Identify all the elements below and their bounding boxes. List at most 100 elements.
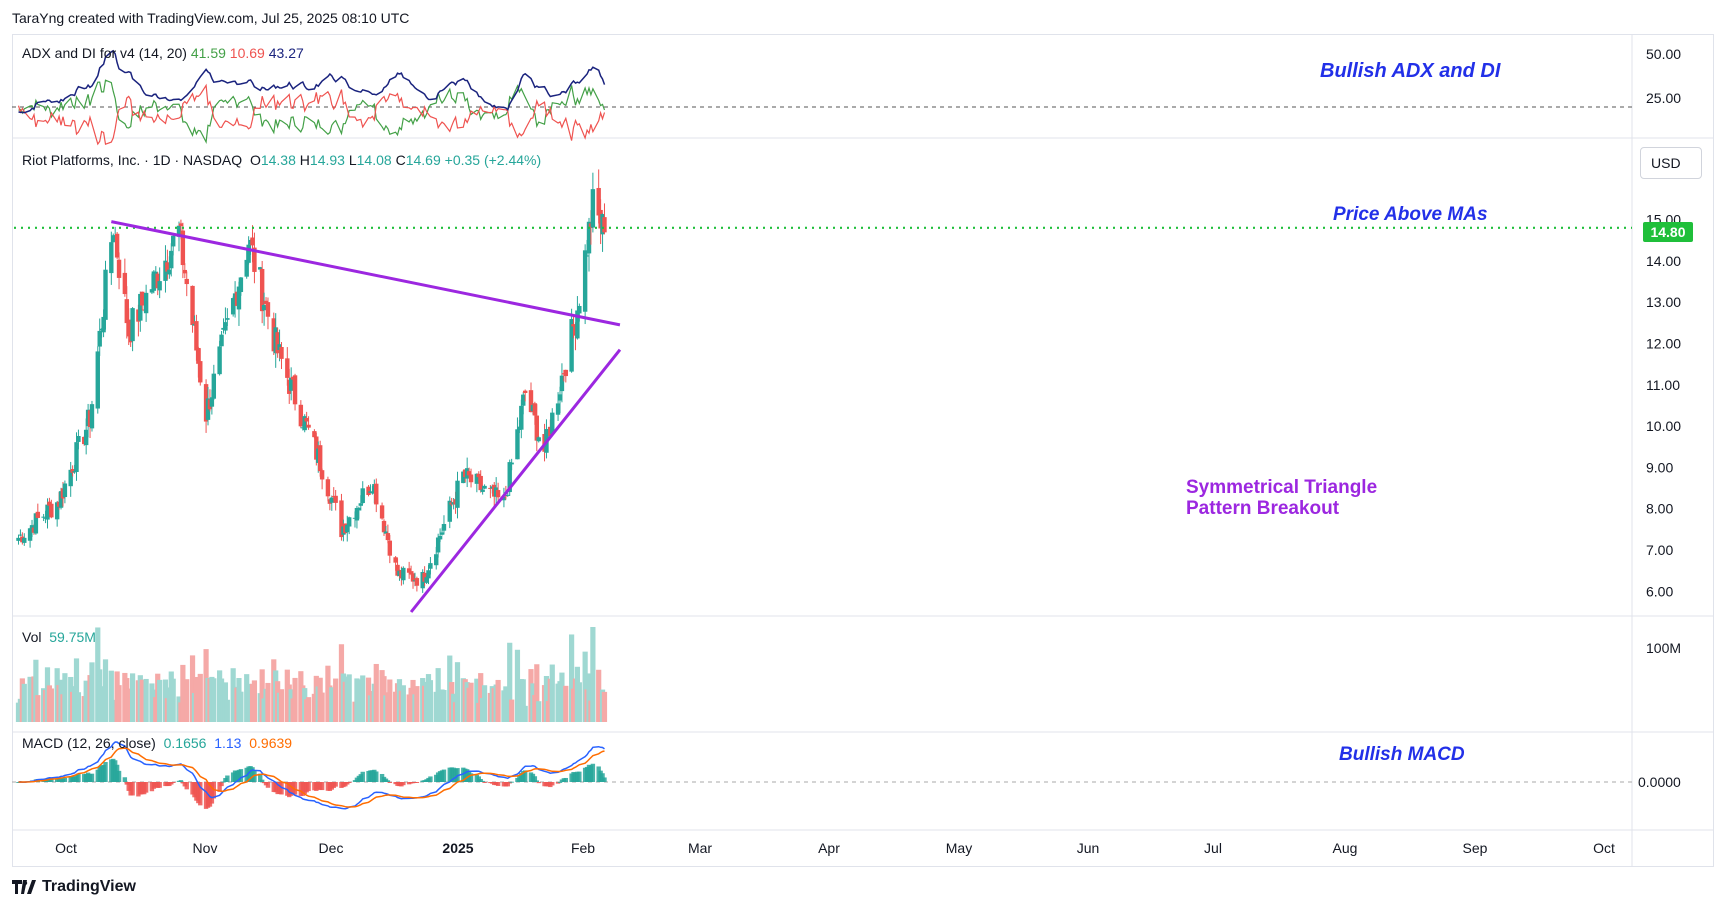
macd-hist-bar [130, 782, 135, 796]
volume-bar [481, 685, 488, 722]
price-axis-label: 9.00 [1646, 459, 1673, 475]
candle-body [507, 462, 512, 493]
candle-body [522, 390, 528, 393]
volume-bar [157, 679, 163, 722]
candle-body [461, 471, 466, 484]
di-minus-line [17, 83, 606, 146]
macd-hist-bar [116, 770, 122, 782]
volume-bar [265, 682, 271, 722]
macd-hist-bar [219, 782, 224, 787]
macd-hist-bar [550, 782, 555, 786]
candle-body [252, 247, 257, 272]
adx-legend: ADX and DI for v4 (14, 20) 41.59 10.69 4… [22, 45, 304, 61]
currency-selector[interactable]: USD [1640, 147, 1702, 179]
volume-axis-label: 100M [1646, 640, 1681, 656]
annotation-pattern-line-1: Symmetrical Triangle [1186, 477, 1378, 498]
volume-legend: Vol 59.75M [22, 629, 96, 645]
macd-hist-bar [360, 771, 365, 782]
volume-bar [75, 692, 82, 722]
macd-hist-bar [414, 782, 420, 783]
volume-bar [35, 695, 41, 722]
candle-body [196, 347, 201, 364]
tradingview-logo[interactable]: TradingView [12, 878, 136, 896]
candle-body [288, 377, 294, 391]
adx-axis-label: 25.00 [1646, 90, 1681, 106]
volume-bar [427, 680, 434, 722]
volume-bar [259, 669, 265, 722]
candle-body [54, 502, 60, 520]
adx-value: 43.27 [268, 45, 304, 61]
candle-body [482, 485, 487, 489]
macd-hist-bar [49, 779, 54, 782]
candle-body [509, 462, 514, 465]
macd-hist-bar [507, 782, 512, 784]
volume-bar [62, 673, 68, 722]
volume-bar [21, 683, 27, 722]
candle-body [428, 563, 433, 569]
candle-body [354, 507, 360, 521]
volume-bar [536, 701, 542, 722]
candle-body [149, 289, 155, 293]
annotation-triangle-breakout: Symmetrical Triangle Pattern Breakout [1186, 477, 1377, 519]
candle-body [151, 271, 157, 291]
trendline-support [409, 348, 622, 613]
volume-value: 59.75M [49, 629, 96, 645]
volume-bar [549, 664, 555, 722]
candle-body [519, 405, 524, 430]
volume-bar [454, 662, 461, 722]
volume-bar [278, 689, 285, 722]
volume-bar [576, 682, 582, 722]
candle-body [528, 390, 534, 413]
candle-body [381, 520, 387, 533]
macd-hist-bar [171, 782, 176, 783]
volume-bar [292, 677, 298, 722]
volume-bar [414, 686, 420, 722]
candle-body [155, 273, 160, 289]
candle-body [101, 316, 106, 333]
candle-body [223, 322, 228, 331]
macd-hist-bar [184, 782, 189, 790]
candle-body [356, 507, 362, 511]
macd-hist-bar [536, 782, 541, 784]
tradingview-logo-icon [12, 880, 36, 894]
macd-hist-bar [76, 773, 81, 782]
last-price-tag: 14.80 [1643, 222, 1693, 242]
candle-body [45, 504, 50, 520]
candle-body [559, 375, 565, 392]
candle-body [111, 235, 116, 243]
macd-hist-bar [333, 782, 338, 787]
volume-bar [478, 673, 484, 722]
volume-bar [97, 669, 103, 722]
macd-hist-bar [557, 781, 563, 783]
candle-body [455, 480, 460, 508]
volume-bar [509, 699, 515, 722]
candle-body [230, 298, 236, 315]
x-axis-label: Oct [55, 840, 77, 856]
macd-hist-bar [509, 781, 514, 783]
x-axis-label: Sep [1463, 840, 1488, 856]
macd-hist-bar [346, 782, 352, 783]
volume-bar [197, 673, 203, 722]
candle-body [261, 305, 267, 311]
price-axis-label: 7.00 [1646, 542, 1673, 558]
candle-body [441, 523, 447, 531]
candle-body [217, 346, 222, 375]
candle-body [575, 310, 580, 339]
candle-body [33, 513, 39, 534]
price-axis-label: 13.00 [1646, 294, 1681, 310]
macd-hist-bar [482, 782, 487, 783]
candle-body [476, 473, 481, 478]
macd-hist-bar [143, 782, 149, 793]
candle-body [41, 516, 46, 518]
change-value: +0.35 (+2.44%) [444, 152, 542, 168]
adx-lines [17, 49, 606, 146]
candle-body [408, 571, 414, 575]
price-axis-label: 8.00 [1646, 501, 1673, 517]
candle-body [314, 436, 319, 460]
price-axis-label: 10.00 [1646, 418, 1681, 434]
candle-body [169, 250, 174, 269]
chart-frame [12, 34, 1714, 867]
candle-body [182, 269, 188, 274]
macd-hist-bar [577, 771, 582, 782]
candle-body [211, 373, 217, 399]
